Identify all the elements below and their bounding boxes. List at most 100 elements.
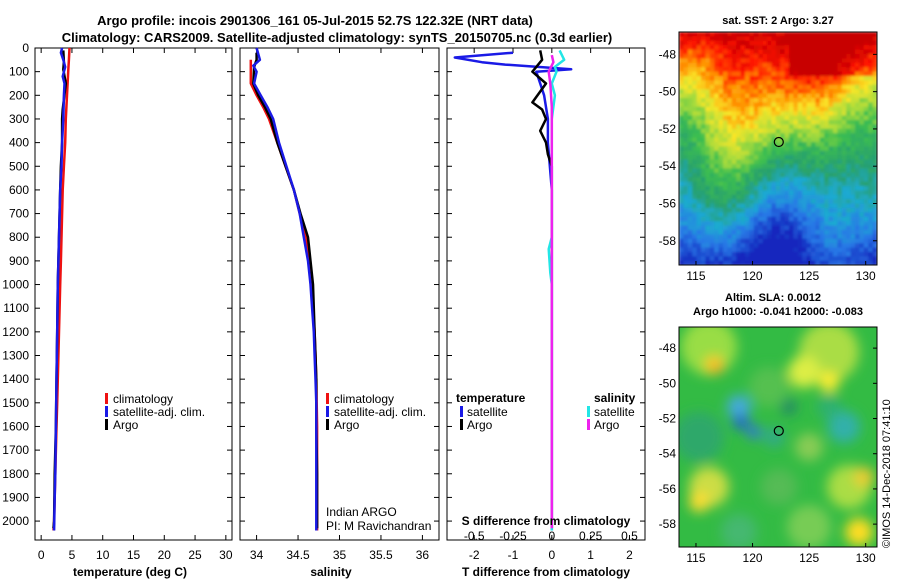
sst-cell bbox=[687, 208, 693, 213]
x-tick-label: -1 bbox=[508, 548, 519, 562]
sst-cell bbox=[731, 181, 737, 187]
sst-cell bbox=[709, 71, 715, 77]
sst-cell bbox=[753, 71, 759, 77]
sst-cell bbox=[718, 45, 724, 51]
sst-cell bbox=[828, 71, 834, 77]
sst-cell bbox=[767, 32, 772, 37]
sst-cell bbox=[709, 260, 715, 265]
sst-cell bbox=[692, 128, 698, 134]
sst-cell bbox=[723, 36, 728, 42]
sst-cell bbox=[815, 62, 821, 68]
sst-cell bbox=[824, 155, 830, 161]
sst-cell bbox=[683, 208, 689, 213]
sst-cell bbox=[696, 84, 702, 90]
sst-cell bbox=[718, 142, 724, 147]
sst-cell bbox=[837, 221, 843, 227]
sst-cell bbox=[833, 208, 838, 213]
sst-cell bbox=[718, 168, 724, 174]
sst-cell bbox=[718, 177, 724, 183]
sst-cell bbox=[709, 186, 715, 191]
sst-cell bbox=[850, 120, 856, 125]
sst-cell bbox=[771, 216, 777, 222]
sst-cell bbox=[811, 216, 816, 222]
sst-cell bbox=[696, 80, 702, 86]
sst-cell bbox=[745, 243, 750, 249]
sst-cell bbox=[749, 247, 755, 253]
sst-cell bbox=[828, 172, 834, 178]
sst-cell bbox=[718, 80, 724, 86]
sst-cell bbox=[723, 155, 728, 161]
sst-cell bbox=[780, 225, 786, 231]
sst-cell bbox=[837, 58, 843, 64]
sst-cell bbox=[723, 67, 728, 73]
sst-cell bbox=[758, 225, 764, 231]
sst-cell bbox=[819, 234, 825, 240]
sst-cell bbox=[771, 93, 777, 99]
sst-cell bbox=[819, 150, 825, 156]
sst-cell bbox=[771, 71, 777, 77]
sst-cell bbox=[775, 181, 781, 187]
sst-cell bbox=[859, 124, 865, 130]
sst-cell bbox=[692, 199, 698, 205]
sst-cell bbox=[797, 111, 803, 117]
sst-cell bbox=[793, 159, 799, 165]
sst-cell bbox=[797, 137, 803, 143]
sst-cell bbox=[745, 36, 750, 42]
sst-cell bbox=[833, 124, 838, 130]
sst-cell bbox=[727, 54, 733, 59]
sst-cell bbox=[833, 120, 838, 125]
x-tick-label: 36 bbox=[416, 548, 430, 562]
sst-cell bbox=[767, 106, 772, 112]
sst-cell bbox=[753, 115, 759, 121]
sst-cell bbox=[819, 62, 825, 68]
sst-cell bbox=[775, 102, 781, 108]
sst-cell bbox=[767, 76, 772, 81]
sst-cell bbox=[696, 168, 702, 174]
sst-cell bbox=[687, 221, 693, 227]
sst-cell bbox=[793, 146, 799, 152]
sst-cell bbox=[740, 54, 746, 59]
sst-cell bbox=[718, 120, 724, 125]
sst-cell bbox=[701, 260, 706, 265]
sst-cell bbox=[806, 115, 812, 121]
sst-cell bbox=[833, 190, 838, 196]
sst-cell bbox=[701, 181, 706, 187]
legend-swatch-satellite-adj bbox=[105, 406, 108, 417]
sst-cell bbox=[683, 142, 689, 147]
sst-cell bbox=[855, 256, 860, 262]
sst-cell bbox=[789, 186, 794, 191]
sst-cell bbox=[846, 137, 852, 143]
sst-cell bbox=[855, 146, 860, 152]
t-difference-xlabel: T difference from climatology bbox=[462, 565, 630, 579]
sst-cell bbox=[758, 164, 764, 169]
sst-cell bbox=[828, 243, 834, 249]
sst-cell bbox=[793, 247, 799, 253]
sst-cell bbox=[709, 67, 715, 73]
sst-cell bbox=[789, 252, 794, 257]
sst-cell bbox=[727, 76, 733, 81]
sst-cell bbox=[846, 181, 852, 187]
sst-cell bbox=[753, 111, 759, 117]
sst-cell bbox=[859, 203, 865, 209]
sst-cell bbox=[709, 208, 715, 213]
sst-cell bbox=[797, 159, 803, 165]
sst-cell bbox=[802, 102, 808, 108]
sst-cell bbox=[780, 252, 786, 257]
sst-cell bbox=[846, 186, 852, 191]
sst-cell bbox=[687, 36, 693, 42]
legend-label-s-argo: Argo bbox=[594, 418, 620, 432]
sst-cell bbox=[762, 71, 768, 77]
sst-cell bbox=[745, 49, 750, 55]
sst-cell bbox=[701, 146, 706, 152]
sst-cell bbox=[850, 247, 856, 253]
sst-cell bbox=[868, 164, 874, 169]
sst-cell bbox=[811, 199, 816, 205]
sst-cell bbox=[683, 216, 689, 222]
sst-cell bbox=[863, 98, 869, 103]
sst-cell bbox=[872, 208, 877, 213]
sst-cell bbox=[841, 98, 847, 103]
sst-cell bbox=[775, 243, 781, 249]
sst-cell bbox=[758, 168, 764, 174]
sst-cell bbox=[872, 256, 877, 262]
sst-cell bbox=[749, 54, 755, 59]
